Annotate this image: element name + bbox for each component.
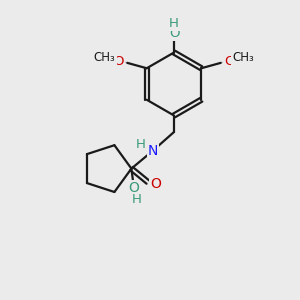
Text: O: O — [114, 55, 124, 68]
Text: H: H — [169, 16, 179, 30]
Text: H: H — [136, 137, 145, 151]
Text: H: H — [131, 193, 141, 206]
Text: O: O — [224, 55, 234, 68]
Text: O: O — [169, 27, 179, 40]
Text: O: O — [150, 178, 161, 191]
Text: CH₃: CH₃ — [232, 51, 254, 64]
Text: CH₃: CH₃ — [94, 51, 116, 64]
Text: N: N — [148, 144, 158, 158]
Text: O: O — [128, 181, 139, 195]
